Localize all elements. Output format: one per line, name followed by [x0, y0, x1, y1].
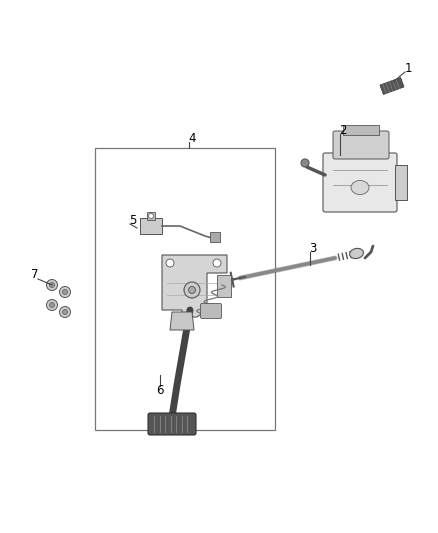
Circle shape — [60, 287, 71, 297]
Circle shape — [49, 282, 54, 287]
Circle shape — [49, 303, 54, 308]
Ellipse shape — [351, 181, 369, 195]
FancyBboxPatch shape — [333, 131, 389, 159]
Text: 4: 4 — [188, 132, 196, 144]
Circle shape — [213, 259, 221, 267]
Text: 1: 1 — [404, 61, 412, 75]
Circle shape — [301, 159, 309, 167]
Circle shape — [148, 214, 153, 219]
Polygon shape — [170, 312, 194, 330]
Text: 5: 5 — [129, 214, 137, 227]
Circle shape — [60, 306, 71, 318]
FancyBboxPatch shape — [148, 413, 196, 435]
Bar — [395, 165, 407, 200]
FancyBboxPatch shape — [323, 153, 397, 212]
Circle shape — [63, 289, 67, 295]
Bar — [380, 77, 404, 94]
Text: 6: 6 — [156, 384, 164, 397]
Bar — [95, 148, 275, 430]
FancyBboxPatch shape — [201, 303, 222, 319]
Text: 7: 7 — [31, 269, 39, 281]
Bar — [147, 212, 155, 220]
Circle shape — [46, 300, 57, 311]
Circle shape — [63, 310, 67, 314]
Text: 2: 2 — [339, 124, 347, 136]
Circle shape — [46, 279, 57, 290]
Bar — [210, 232, 220, 242]
Circle shape — [166, 259, 174, 267]
Circle shape — [188, 287, 195, 294]
Bar — [217, 275, 231, 297]
Bar — [140, 218, 162, 234]
Circle shape — [184, 282, 200, 298]
Text: 3: 3 — [309, 241, 317, 254]
Ellipse shape — [350, 248, 364, 259]
Polygon shape — [162, 255, 227, 317]
Bar — [343, 125, 379, 135]
